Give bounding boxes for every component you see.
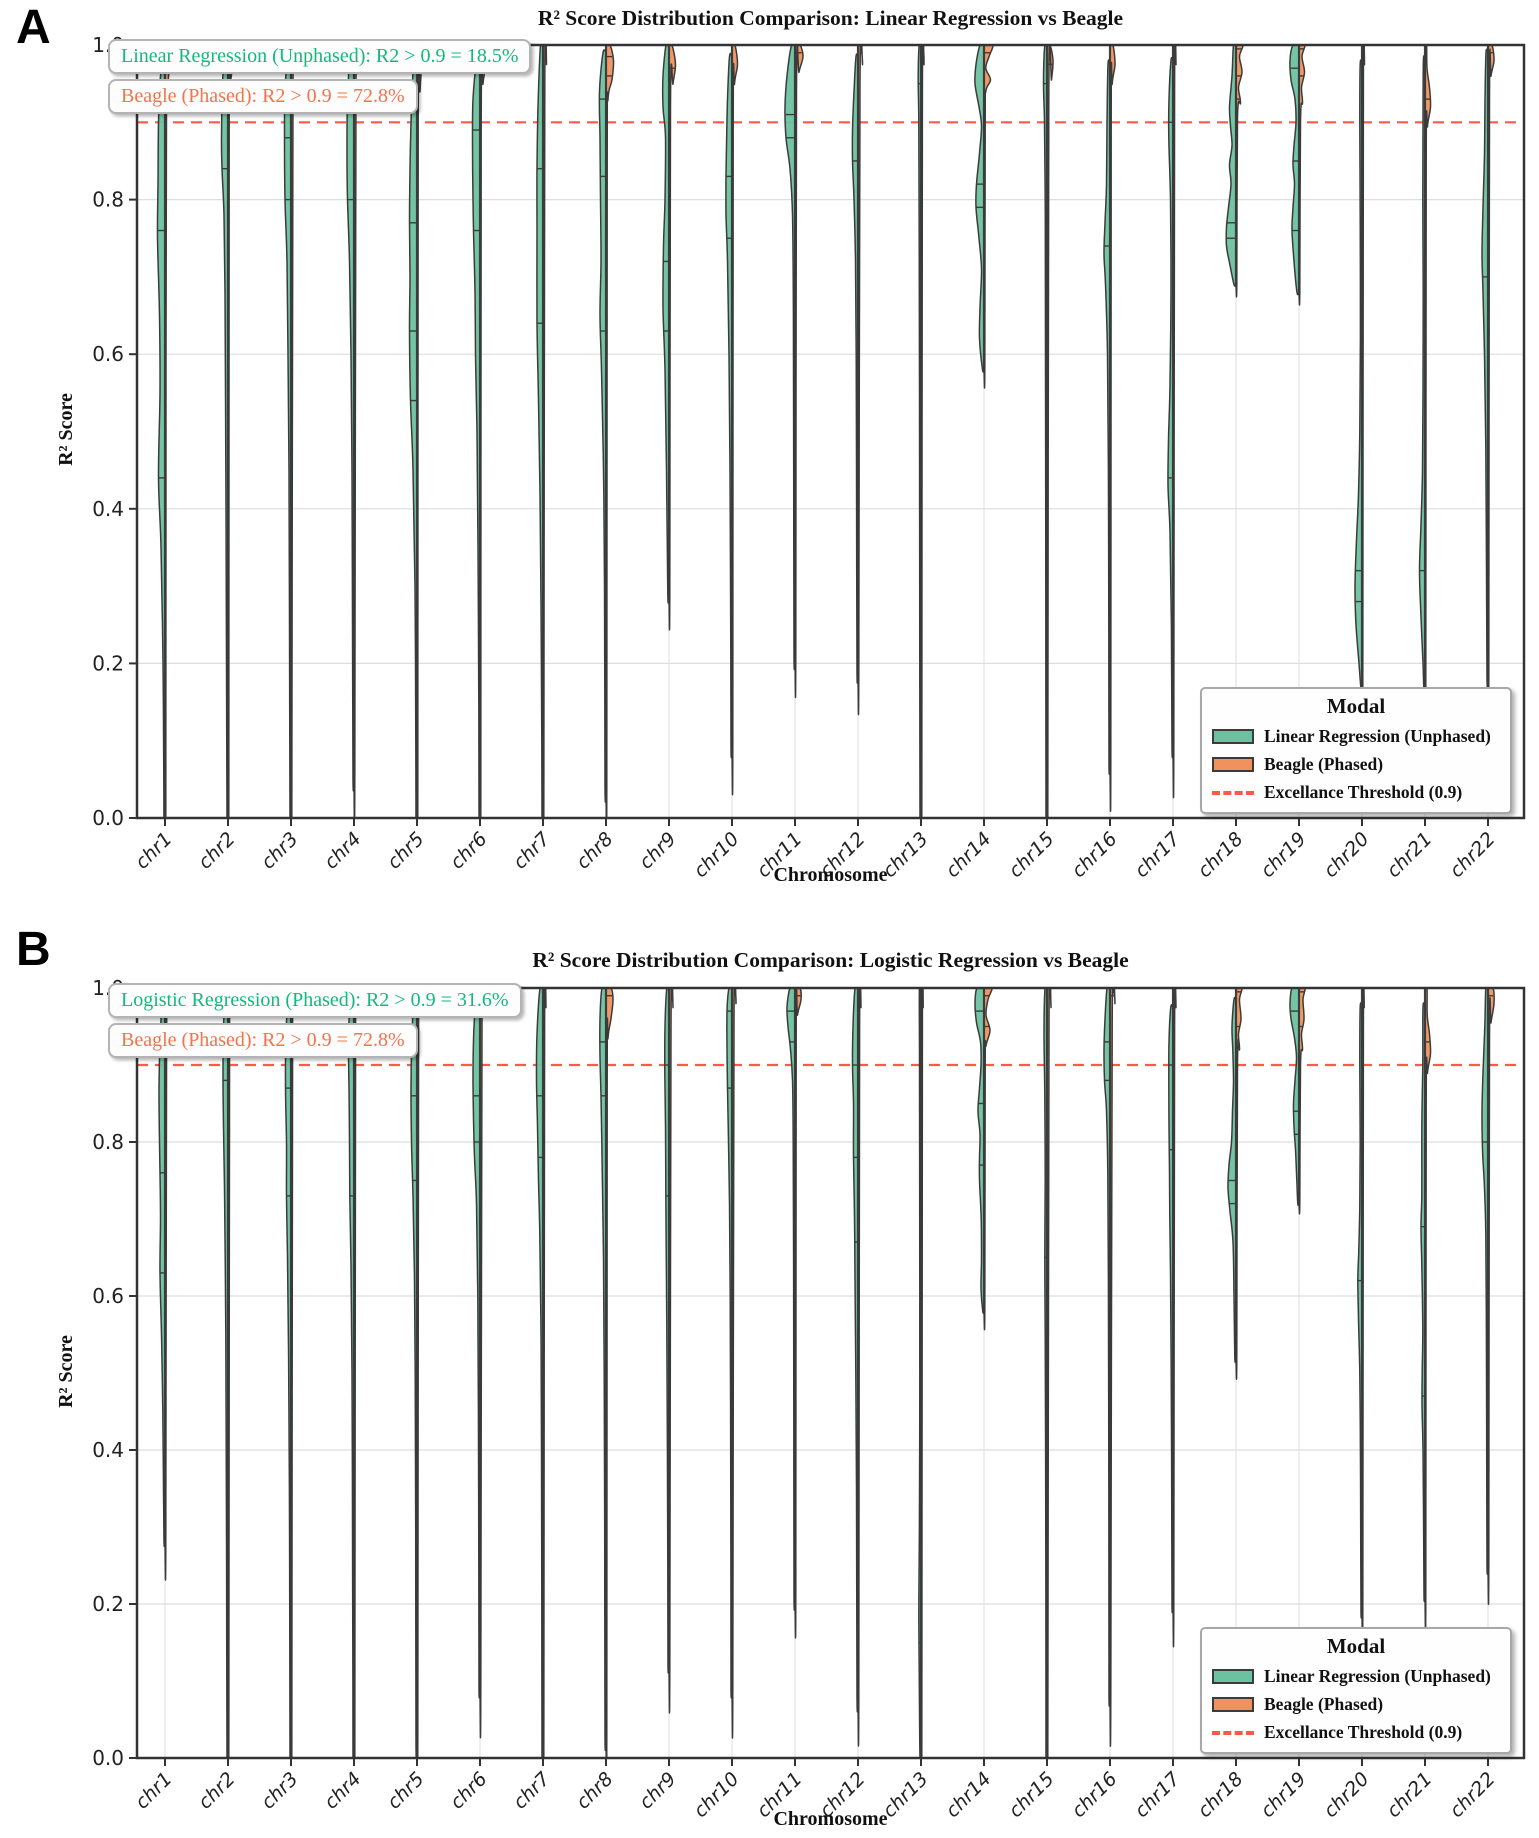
y-tick-label: 0.2 <box>92 651 124 675</box>
y-tick-label: 0.2 <box>92 1592 124 1616</box>
annotation-text: Linear Regression (Unphased): R2 > 0.9 =… <box>121 45 519 67</box>
green-patch-icon <box>1212 729 1254 744</box>
violin-chr6-green <box>471 52 481 818</box>
legend-item-label: Beagle (Phased) <box>1264 1694 1384 1714</box>
annotation-text: Beagle (Phased): R2 > 0.9 = 72.8% <box>121 85 405 107</box>
violin-chr19-green <box>1289 988 1300 1207</box>
violin-chr22-green <box>1481 48 1489 688</box>
y-tick-label: 0.4 <box>92 1438 124 1462</box>
violin-chr8-orange <box>605 45 615 818</box>
panel-b-annotation-green: Logistic Regression (Phased): R2 > 0.9 =… <box>108 983 522 1018</box>
legend-item-label: Beagle (Phased) <box>1264 754 1384 774</box>
x-tick-label-chr8: chr8 <box>572 1768 618 1814</box>
panel-a-annotation-orange: Beagle (Phased): R2 > 0.9 = 72.8% <box>108 79 418 114</box>
violin-chr11-green <box>784 45 796 671</box>
x-tick-label-chr9: chr9 <box>635 1768 681 1814</box>
violin-chr19-green <box>1289 45 1300 296</box>
y-tick-label: 0.0 <box>92 1746 124 1770</box>
panel-a-annotation-green: Linear Regression (Unphased): R2 > 0.9 =… <box>108 39 532 74</box>
violin-chr21-green <box>1418 55 1426 690</box>
violin-chr8-green <box>598 49 607 803</box>
violin-chr5-green <box>408 45 418 818</box>
x-tick-label-chr4: chr4 <box>320 1768 366 1814</box>
legend-item-threshold: Excellance Threshold (0.9) <box>1212 782 1500 803</box>
violin-chr8-green <box>599 988 607 1752</box>
violin-chr18-green <box>1225 45 1237 287</box>
orange-patch-icon <box>1212 757 1254 772</box>
violin-chr9-green <box>661 45 670 604</box>
violin-chr11-green <box>786 988 796 1611</box>
panel-b-y-axis-label: R² Score <box>54 1335 77 1408</box>
orange-patch-icon <box>1212 1697 1254 1712</box>
violin-chr12-orange <box>857 45 864 716</box>
panel-b-letter: B <box>16 923 51 976</box>
panel-a-x-axis-label: Chromosome <box>773 864 888 886</box>
violin-chr14-green <box>974 45 985 373</box>
panel-b-annotation-orange: Beagle (Phased): R2 > 0.9 = 72.8% <box>108 1023 418 1058</box>
legend-title: Modal <box>1326 694 1386 718</box>
plot-border <box>135 43 1526 820</box>
green-patch-icon <box>1212 1669 1254 1684</box>
violin-chr7-green <box>536 45 544 818</box>
x-tick-label-chr3: chr3 <box>257 1768 303 1814</box>
y-tick-label: 0.8 <box>92 1130 124 1154</box>
legend-item-linear-regression: Linear Regression (Unphased) <box>1212 1666 1500 1687</box>
violin-chr16-orange <box>1109 988 1116 1748</box>
violin-chr14-orange <box>983 988 993 1331</box>
dashed-line-icon <box>1212 1730 1254 1735</box>
legend-item-label: Linear Regression (Unphased) <box>1264 1666 1491 1686</box>
legend-item-beagle: Beagle (Phased) <box>1212 1694 1500 1715</box>
violin-chr16-green <box>1103 59 1111 775</box>
legend-item-threshold: Excellance Threshold (0.9) <box>1212 1722 1500 1743</box>
violin-chr7-green <box>535 988 544 1758</box>
dashed-line-icon <box>1212 790 1254 795</box>
legend-item-linear-regression: Linear Regression (Unphased) <box>1212 726 1500 747</box>
y-tick-label: 0.4 <box>92 497 124 521</box>
violin-chr12-green <box>851 988 859 1713</box>
violin-chr10-green <box>725 52 733 759</box>
violin-chr14-orange <box>983 45 994 389</box>
panel-a-y-axis-label: R² Score <box>54 393 77 466</box>
violin-chr22-green <box>1481 988 1489 1575</box>
x-tick-label-chr2: chr2 <box>194 1768 240 1814</box>
annotation-text: Logistic Regression (Phased): R2 > 0.9 =… <box>121 989 509 1011</box>
violin-chr11-orange <box>794 45 804 699</box>
violin-chr12-green <box>851 53 859 684</box>
legend-title: Modal <box>1326 1634 1386 1658</box>
panel-a-title: R² Score Distribution Comparison: Linear… <box>537 6 1124 30</box>
violin-chr1-green <box>156 54 166 818</box>
legend-item-label: Linear Regression (Unphased) <box>1264 726 1491 746</box>
panel-b-legend: Modal Linear Regression (Unphased) Beagl… <box>1200 1627 1512 1754</box>
x-tick-label-chr5: chr5 <box>383 1768 429 1814</box>
plot-border <box>135 986 1526 1760</box>
violin-chr20-green <box>1354 59 1363 690</box>
violin-chr6-green <box>472 988 481 1699</box>
y-tick-label: 0.6 <box>92 342 124 366</box>
y-tick-label: 0.6 <box>92 1284 124 1308</box>
x-tick-label-chr7: chr7 <box>509 1768 555 1814</box>
annotation-text: Beagle (Phased): R2 > 0.9 = 72.8% <box>121 1029 405 1051</box>
x-tick-label-chr6: chr6 <box>446 1768 492 1814</box>
panel-a-letter: A <box>16 1 51 54</box>
panel-a-legend: Modal Linear Regression (Unphased) Beagl… <box>1200 687 1512 814</box>
panel-b-x-axis-label: Chromosome <box>773 1808 888 1830</box>
panel-b-title: R² Score Distribution Comparison: Logist… <box>532 948 1129 972</box>
legend-item-label: Excellance Threshold (0.9) <box>1264 782 1463 802</box>
x-tick-label-chr1: chr1 <box>131 1768 177 1814</box>
legend-item-label: Excellance Threshold (0.9) <box>1264 1722 1463 1742</box>
y-tick-label: 0.8 <box>92 188 124 212</box>
violin-chr14-green <box>974 988 985 1314</box>
violin-chr17-green <box>1167 56 1174 759</box>
y-tick-label: 0.0 <box>92 806 124 830</box>
legend-item-beagle: Beagle (Phased) <box>1212 754 1500 775</box>
